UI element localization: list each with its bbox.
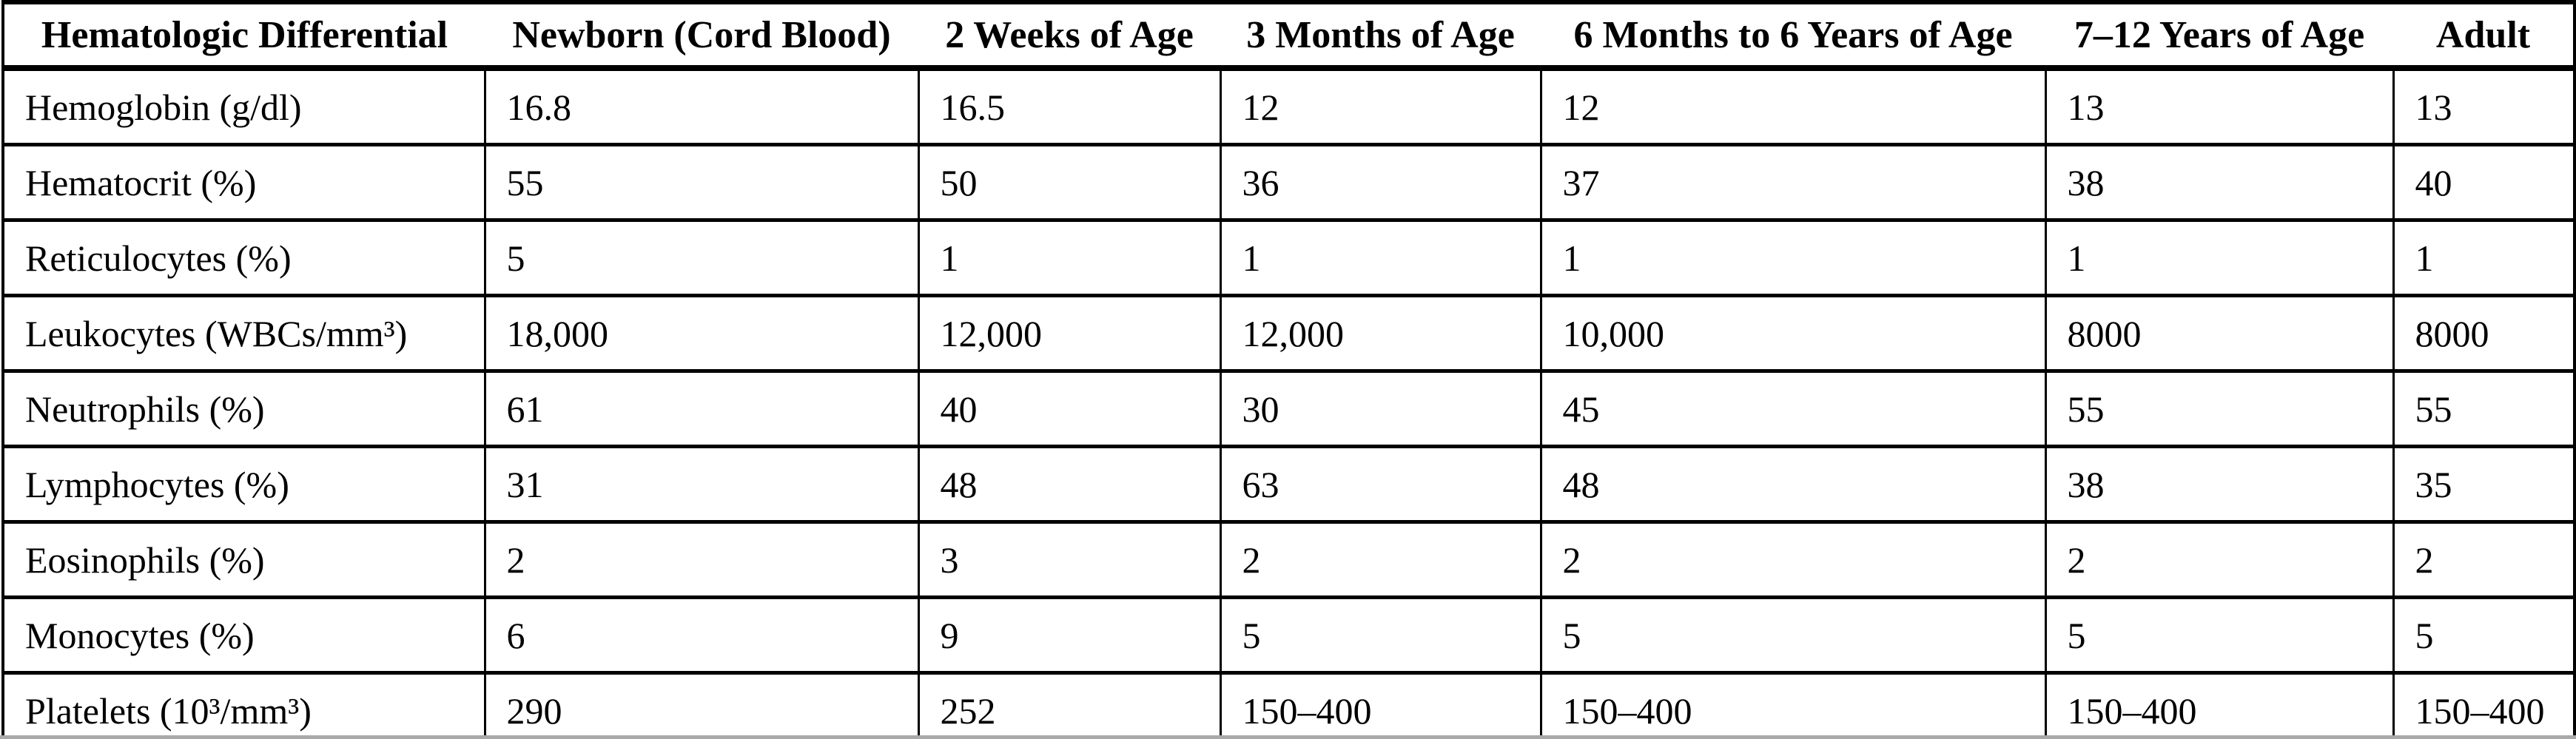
table-row-lymphocytes: Lymphocytes (%) 31 48 63 48 38 35 (3, 445, 2575, 524)
table-cell: 1 (2392, 218, 2575, 297)
table-cell: 150–400 (2044, 671, 2395, 739)
table-cell: 1 (917, 218, 1222, 297)
table-cell: 150–400 (1539, 671, 2047, 739)
table-cell: 55 (2044, 369, 2395, 448)
table-cell: 37 (1539, 143, 2047, 222)
column-header-adult: Adult (2393, 2, 2575, 71)
table-cell: 252 (917, 671, 1222, 739)
table-row-eosinophils: Eosinophils (%) 2 3 2 2 2 2 (3, 520, 2575, 599)
table-cell: 40 (2392, 143, 2575, 222)
table-cell: 3 (917, 520, 1222, 599)
table-cell: 13 (2044, 66, 2395, 146)
table-cell: 5 (2392, 595, 2575, 675)
table-row-monocytes: Monocytes (%) 6 9 5 5 5 5 (3, 595, 2575, 675)
table-cell: 18,000 (483, 294, 920, 373)
row-label: Lymphocytes (%) (3, 445, 486, 524)
page-background-strip (0, 735, 2576, 739)
table-cell: 38 (2044, 143, 2395, 222)
table-cell: 38 (2044, 445, 2395, 524)
column-header-hematologic-differential: Hematologic Differential (3, 2, 485, 71)
table-row-reticulocytes: Reticulocytes (%) 5 1 1 1 1 1 (3, 218, 2575, 297)
table-row-hemoglobin: Hemoglobin (g/dl) 16.8 16.5 12 12 13 13 (3, 66, 2575, 146)
table-cell: 55 (2392, 369, 2575, 448)
table-cell: 48 (1539, 445, 2047, 524)
row-label: Hemoglobin (g/dl) (3, 66, 486, 146)
table-row-leukocytes: Leukocytes (WBCs/mm³) 18,000 12,000 12,0… (3, 294, 2575, 373)
row-label: Platelets (10³/mm³) (3, 671, 486, 739)
header-row: Hematologic Differential Newborn (Cord B… (3, 2, 2575, 71)
table-cell: 31 (483, 445, 920, 524)
table-cell: 5 (1219, 595, 1542, 675)
table-cell: 5 (483, 218, 920, 297)
table-cell: 48 (917, 445, 1222, 524)
table-cell: 2 (2044, 520, 2395, 599)
table-cell: 16.5 (917, 66, 1222, 146)
table-cell: 150–400 (2392, 671, 2575, 739)
table-cell: 40 (917, 369, 1222, 448)
table-row-platelets: Platelets (10³/mm³) 290 252 150–400 150–… (3, 671, 2575, 739)
table-cell: 5 (2044, 595, 2395, 675)
table-cell: 2 (1539, 520, 2047, 599)
table-cell: 61 (483, 369, 920, 448)
table-cell: 6 (483, 595, 920, 675)
table-cell: 55 (483, 143, 920, 222)
table-cell: 10,000 (1539, 294, 2047, 373)
table-cell: 5 (1539, 595, 2047, 675)
table-cell: 1 (2044, 218, 2395, 297)
table-cell: 16.8 (483, 66, 920, 146)
table-cell: 150–400 (1219, 671, 1542, 739)
table-cell: 2 (1219, 520, 1542, 599)
table-cell: 45 (1539, 369, 2047, 448)
table-cell: 8000 (2392, 294, 2575, 373)
table-cell: 13 (2392, 66, 2575, 146)
row-label: Monocytes (%) (3, 595, 486, 675)
table-cell: 2 (483, 520, 920, 599)
table-cell: 35 (2392, 445, 2575, 524)
table-cell: 36 (1219, 143, 1542, 222)
column-header-newborn-cord-blood: Newborn (Cord Blood) (485, 2, 918, 71)
table-cell: 1 (1219, 218, 1542, 297)
table-cell: 12 (1219, 66, 1542, 146)
table-cell: 12,000 (917, 294, 1222, 373)
column-header-6-months-6-years: 6 Months to 6 Years of Age (1541, 2, 2045, 71)
table-cell: 1 (1539, 218, 2047, 297)
table-cell: 50 (917, 143, 1222, 222)
column-header-7-12-years: 7–12 Years of Age (2045, 2, 2393, 71)
column-header-3-months: 3 Months of Age (1220, 2, 1541, 71)
table-cell: 63 (1219, 445, 1542, 524)
row-label: Hematocrit (%) (3, 143, 486, 222)
table-cell: 12 (1539, 66, 2047, 146)
row-label: Reticulocytes (%) (3, 218, 486, 297)
row-label: Leukocytes (WBCs/mm³) (3, 294, 486, 373)
table-cell: 12,000 (1219, 294, 1542, 373)
table-cell: 290 (483, 671, 920, 739)
table-cell: 2 (2392, 520, 2575, 599)
row-label: Eosinophils (%) (3, 520, 486, 599)
table-row-hematocrit: Hematocrit (%) 55 50 36 37 38 40 (3, 143, 2575, 222)
table-cell: 8000 (2044, 294, 2395, 373)
table-cell: 9 (917, 595, 1222, 675)
table-cell: 30 (1219, 369, 1542, 448)
column-header-2-weeks: 2 Weeks of Age (918, 2, 1220, 71)
row-label: Neutrophils (%) (3, 369, 486, 448)
table-row-neutrophils: Neutrophils (%) 61 40 30 45 55 55 (3, 369, 2575, 448)
